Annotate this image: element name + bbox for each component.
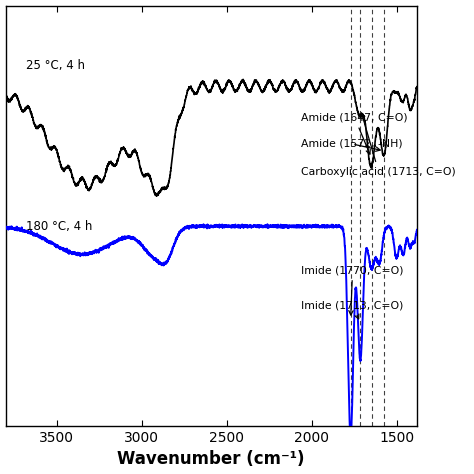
Text: Imide (1713, C=O): Imide (1713, C=O) — [301, 300, 404, 319]
Text: Amide (1572, -NH): Amide (1572, -NH) — [301, 139, 403, 151]
Text: 180 °C, 4 h: 180 °C, 4 h — [26, 220, 92, 233]
Text: Carboxylic acid (1713, C=O): Carboxylic acid (1713, C=O) — [301, 113, 456, 177]
Text: Amide (1647, C=O): Amide (1647, C=O) — [301, 113, 408, 154]
Text: 25 °C, 4 h: 25 °C, 4 h — [26, 59, 85, 72]
X-axis label: Wavenumber (cm⁻¹): Wavenumber (cm⁻¹) — [118, 450, 305, 468]
Text: Imide (1770, C=O): Imide (1770, C=O) — [301, 265, 404, 315]
